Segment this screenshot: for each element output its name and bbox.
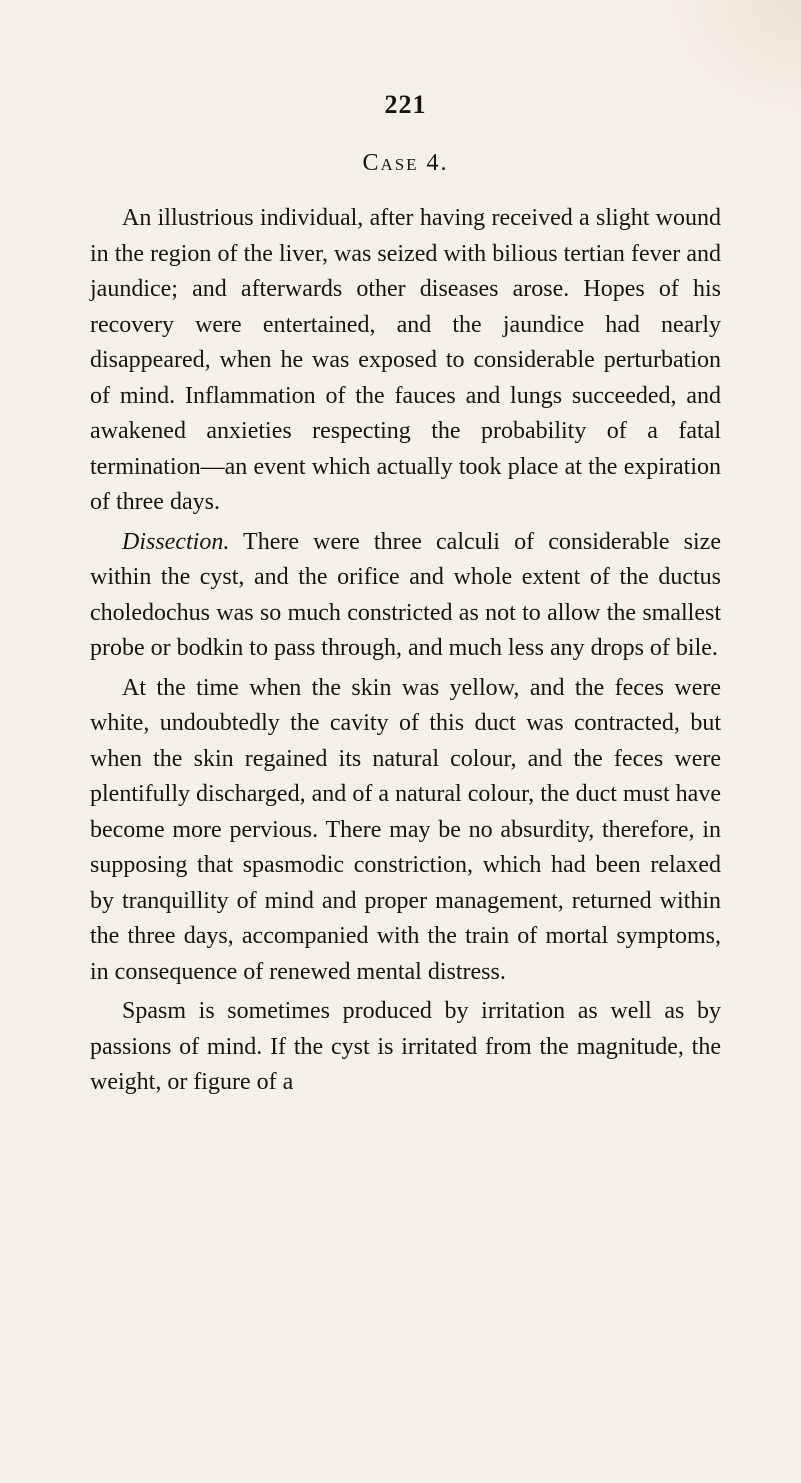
page-number: 221 — [90, 90, 721, 120]
paragraph-3: At the time when the skin was yellow, an… — [90, 671, 721, 991]
paragraph-1: An illustrious individual, after having … — [90, 201, 721, 521]
paragraph-4: Spasm is sometimes produced by irritatio… — [90, 994, 721, 1101]
page-container: 221 Case 4. An illustrious individual, a… — [0, 0, 801, 1165]
case-heading: Case 4. — [90, 150, 721, 177]
dissection-label: Dissection. — [122, 529, 229, 555]
paragraph-2: Dissection. There were three calculi of … — [90, 525, 721, 667]
